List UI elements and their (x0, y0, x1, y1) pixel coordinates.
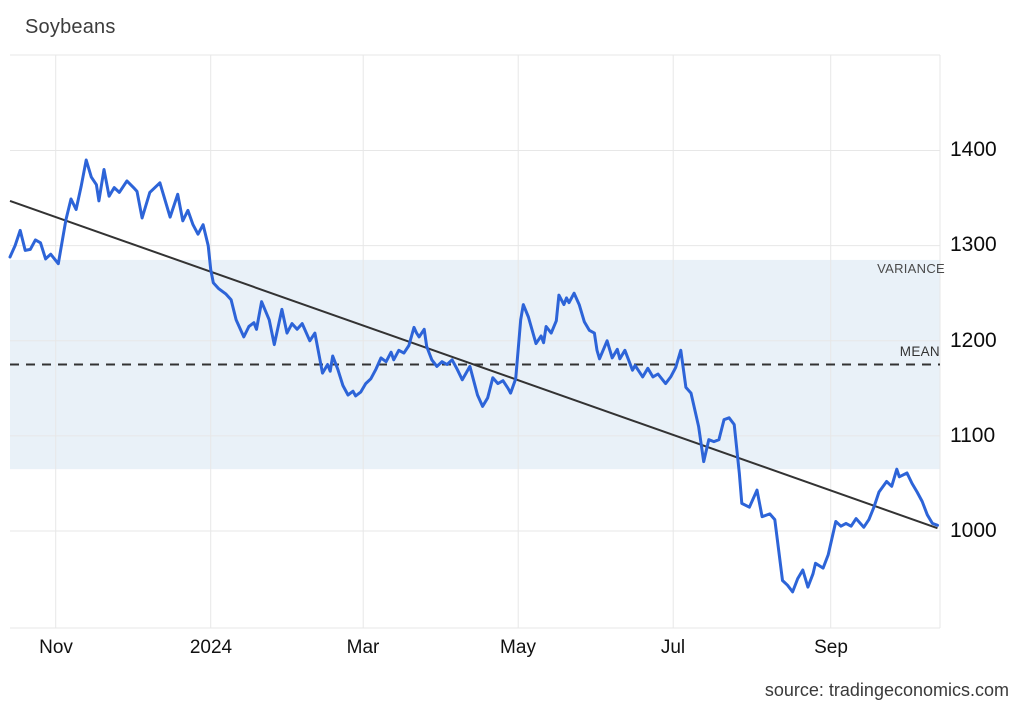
y-axis-label-1400: 1400 (950, 138, 997, 161)
y-axis-label-1100: 1100 (950, 424, 996, 447)
x-axis-label-nov: Nov (39, 637, 73, 658)
price-line[interactable] (8, 158, 939, 594)
x-axis-label-2024: 2024 (189, 637, 233, 658)
x-axis-label-jul: Jul (660, 637, 686, 658)
variance-band-label: VARIANCE (877, 261, 945, 276)
x-axis-label-sep: Sep (814, 637, 848, 658)
x-axis-label-may: May (500, 637, 536, 658)
y-axis-label-1000: 1000 (950, 519, 997, 542)
trend-line (9, 199, 938, 530)
y-axis-label-1300: 1300 (950, 233, 997, 256)
x-axis-label-mar: Mar (346, 637, 380, 658)
y-axis-label-1200: 1200 (950, 329, 997, 352)
chart-title: Soybeans (25, 16, 116, 38)
mean-line-label: MEAN (899, 344, 940, 359)
source-attribution: source: tradingeconomics.com (764, 680, 1009, 700)
